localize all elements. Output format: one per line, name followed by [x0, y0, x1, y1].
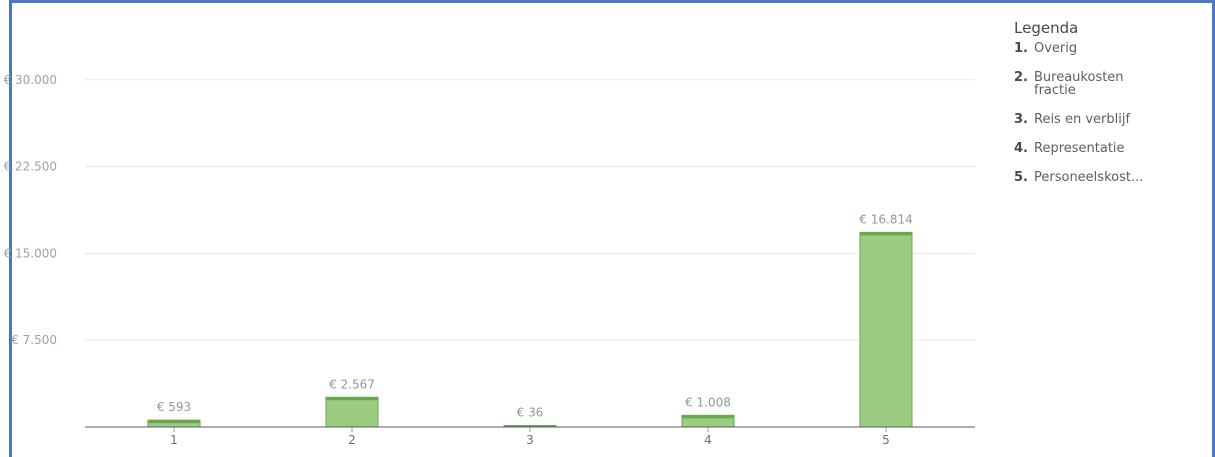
- bar-cap: [504, 425, 556, 427]
- legend-item-label: Personeelskost...: [1034, 170, 1144, 185]
- data-label: € 593: [157, 400, 191, 414]
- y-tick-label: € 15.000: [4, 246, 57, 260]
- bar-cap: [148, 420, 200, 424]
- bar-cap: [860, 232, 912, 236]
- legend-item-4[interactable]: 4. Representatie: [1014, 142, 1204, 155]
- legend: Legenda 1. Overig 2. Bureaukosten fracti…: [1014, 19, 1204, 200]
- legend-item-number: 2.: [1014, 70, 1028, 85]
- legend-title: Legenda: [1014, 19, 1079, 37]
- legend-item-number: 4.: [1014, 141, 1028, 156]
- legend-item-5[interactable]: 5. Personeelskost...: [1014, 171, 1204, 184]
- data-label: € 1.008: [685, 395, 731, 409]
- x-tick-label: 5: [882, 433, 890, 447]
- y-tick-label: € 7.500: [11, 333, 57, 347]
- y-tick-label: € 22.500: [4, 160, 57, 174]
- bar: [325, 396, 379, 428]
- x-tick-label: 3: [526, 433, 534, 447]
- data-label: € 2.567: [329, 377, 375, 391]
- x-tick-label: 2: [348, 433, 356, 447]
- data-label: € 36: [517, 406, 544, 420]
- legend-item-2[interactable]: 2. Bureaukosten fractie: [1014, 71, 1204, 97]
- panel-border-top: [9, 0, 1215, 3]
- panel-border-left: [9, 0, 12, 457]
- legend-item-1[interactable]: 1. Overig: [1014, 42, 1204, 55]
- legend-item-number: 5.: [1014, 170, 1028, 185]
- legend-item-number: 1.: [1014, 41, 1028, 56]
- bar: [859, 231, 913, 428]
- x-tick-label: 4: [704, 433, 712, 447]
- data-label: € 16.814: [859, 212, 912, 226]
- x-tick-label: 1: [170, 433, 178, 447]
- legend-item-label: Bureaukosten fractie: [1034, 70, 1124, 98]
- legend-item-label: Overig: [1034, 41, 1078, 56]
- bar-chart: € 7.500 € 15.000 € 22.500 € 30.000 € 593 1 € 2…: [4, 73, 975, 447]
- legend-item-3[interactable]: 3. Reis en verblijf: [1014, 113, 1204, 126]
- legend-item-label: Reis en verblijf: [1034, 112, 1131, 127]
- bar-cap: [682, 415, 734, 419]
- bar-cap: [326, 397, 378, 401]
- y-tick-label: € 30.000: [4, 73, 57, 87]
- legend-item-number: 3.: [1014, 112, 1028, 127]
- panel-border-right: [1212, 0, 1215, 457]
- legend-item-label: Representatie: [1034, 141, 1125, 156]
